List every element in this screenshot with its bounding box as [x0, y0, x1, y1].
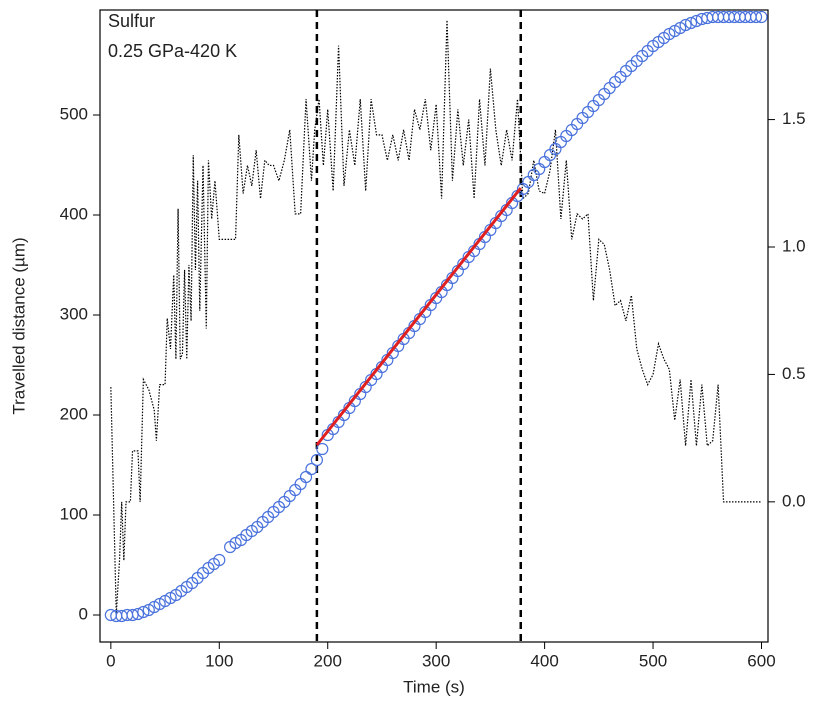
data-point — [679, 18, 692, 32]
data-point — [310, 453, 323, 467]
y-tick-label: 500 — [60, 104, 88, 123]
y2-tick-label: 0.5 — [782, 364, 806, 383]
x-tick-label: 500 — [639, 651, 667, 670]
data-point — [522, 175, 535, 189]
y2-tick-label: 1.0 — [782, 236, 806, 255]
dotted-line — [110, 20, 762, 615]
data-point — [126, 608, 139, 622]
data-point — [684, 16, 698, 30]
data-point — [755, 10, 768, 24]
fit-line — [315, 187, 522, 446]
y-tick-label: 0 — [79, 604, 88, 623]
y2-tick-label: 0.0 — [782, 491, 806, 510]
y-tick-label: 100 — [60, 504, 88, 523]
x-tick-label: 600 — [747, 651, 775, 670]
data-point — [305, 462, 318, 476]
data-point — [213, 553, 226, 567]
data-point — [538, 155, 551, 169]
x-tick-label: 200 — [314, 651, 342, 670]
x-axis-title: Time (s) — [403, 677, 465, 696]
x-tick-label: 100 — [205, 651, 233, 670]
x-tick-label: 0 — [106, 651, 115, 670]
y-axis-title: Travelled distance (µm) — [9, 237, 28, 414]
y-tick-label: 300 — [60, 304, 88, 323]
y-tick-label: 200 — [60, 404, 88, 423]
annotation: Sulfur — [108, 11, 155, 31]
data-point — [131, 607, 145, 621]
annotation: 0.25 GPa-420 K — [108, 41, 237, 61]
y2-tick-label: 1.5 — [782, 109, 806, 128]
data-point — [749, 10, 763, 24]
data-point — [137, 605, 150, 619]
data-point — [690, 14, 703, 28]
data-point — [316, 442, 329, 456]
plot-frame — [99, 9, 769, 643]
x-tick-label: 400 — [530, 651, 558, 670]
y-tick-label: 400 — [60, 204, 88, 223]
data-point — [299, 470, 313, 484]
x-tick-label: 300 — [422, 651, 450, 670]
